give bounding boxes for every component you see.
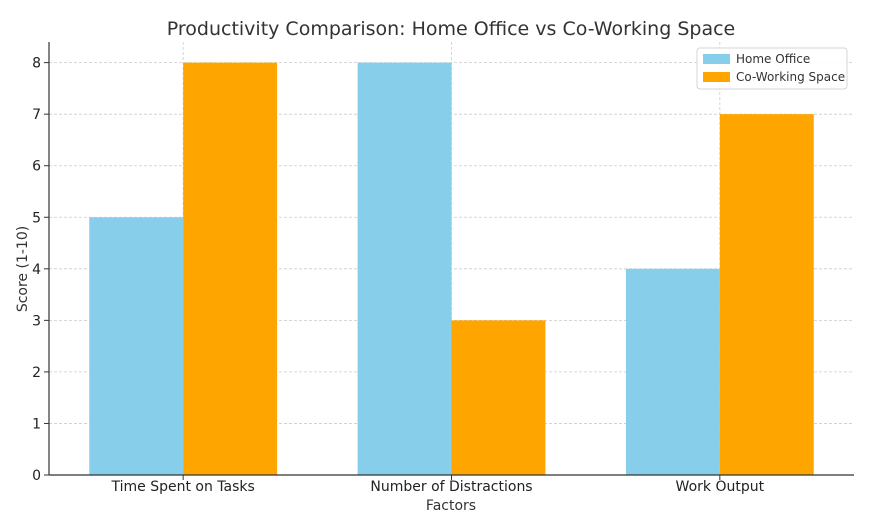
y-tick-label: 6	[32, 159, 41, 175]
bar	[89, 217, 184, 475]
y-tick-label: 0	[32, 468, 41, 484]
bar	[625, 268, 720, 475]
x-axis-label: Factors	[426, 498, 476, 514]
legend-swatch	[703, 72, 730, 82]
y-tick-label: 5	[32, 210, 41, 226]
y-axis-label: Score (1-10)	[15, 226, 31, 312]
x-tick-label: Number of Distractions	[370, 479, 532, 495]
y-tick-label: 3	[32, 313, 41, 329]
y-tick-label: 4	[32, 262, 41, 278]
y-tick-label: 7	[32, 107, 41, 123]
legend-label: Co-Working Space	[736, 70, 845, 84]
bar	[183, 62, 278, 475]
legend-swatch	[703, 54, 730, 64]
y-tick-label: 8	[32, 56, 41, 72]
x-tick-label: Work Output	[676, 479, 765, 495]
bar	[451, 320, 546, 475]
legend-label: Home Office	[736, 52, 810, 66]
y-tick-label: 1	[32, 416, 41, 432]
legend-box	[696, 47, 848, 90]
bars	[89, 62, 814, 476]
bar	[357, 62, 452, 475]
bar	[719, 114, 814, 476]
y-tick-label: 2	[32, 365, 41, 381]
axes: 0 1 2 3 4 5 6 7 8 Time Spent on Tasks Number of Di…	[32, 42, 854, 495]
legend: Home Office Co-Working Space	[696, 47, 848, 90]
chart-title: Productivity Comparison: Home Office vs …	[167, 18, 735, 40]
x-tick-label: Time Spent on Tasks	[111, 479, 255, 495]
